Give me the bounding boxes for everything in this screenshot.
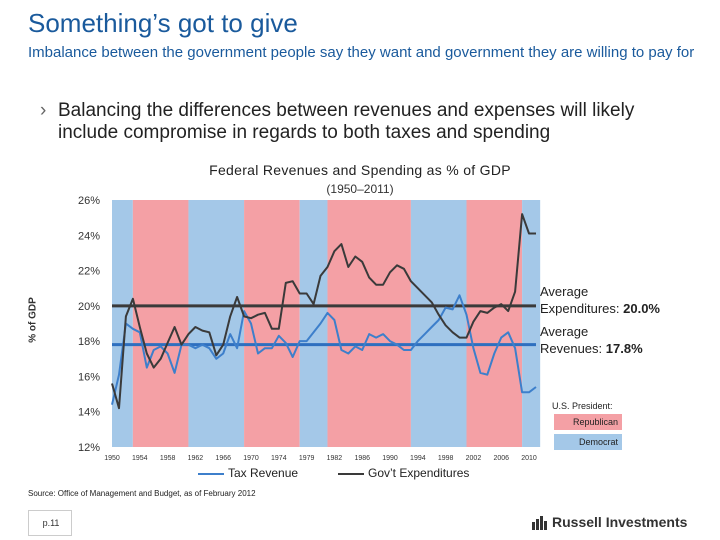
x-tick-labels: 1950 1954 1958 1962 1966 1970 1974 1979 1982 1986…: [104, 455, 537, 462]
presidency-band-democrat: [112, 200, 133, 447]
x-tick-label: 1958: [160, 455, 176, 462]
presidency-band-republican: [327, 200, 411, 447]
data-series: [111, 213, 537, 410]
x-tick-label: 1950: [104, 455, 120, 462]
x-tick-label: 2002: [466, 455, 482, 462]
y-tick-label: 26%: [78, 195, 100, 207]
x-tick-label: 1970: [243, 455, 259, 462]
y-tick-label: 14%: [78, 407, 100, 419]
avg-exp-line: Expenditures: 20.0%: [540, 301, 660, 316]
presidency-band-republican: [132, 200, 189, 447]
expenditures-line: [111, 213, 536, 410]
y-tick-labels: 12% 14% 16% 18% 20% 22% 24% 26%: [78, 195, 100, 454]
presidency-band-republican: [466, 200, 523, 447]
y-tick-label: 16%: [78, 371, 100, 383]
avg-rev-label: Average: [540, 324, 589, 339]
presidency-band-democrat: [299, 200, 328, 447]
avg-exp-label: Average: [540, 284, 589, 299]
y-tick-label: 20%: [78, 301, 100, 313]
y-tick-label: 18%: [78, 336, 100, 348]
x-tick-label: 2006: [493, 455, 509, 462]
avg-expenditures-annotation: Average Expenditures: 20.0%: [540, 283, 660, 317]
avg-rev-value: 17.8%: [605, 341, 643, 356]
legend-republican: Republican: [554, 414, 622, 430]
avg-rev-line: Revenues: 17.8%: [540, 341, 643, 356]
y-tick-label: 24%: [78, 230, 100, 242]
page-number-box: p.11: [28, 510, 72, 536]
bullet-point: › Balancing the differences between reve…: [40, 100, 698, 144]
legend-democrat: Democrat: [554, 434, 622, 450]
legend-tax-revenue: Tax Revenue: [198, 466, 298, 480]
slide-title: Something’s got to give: [28, 8, 298, 38]
avg-exp-value: 20.0%: [623, 301, 660, 316]
x-tick-label: 1990: [382, 455, 398, 462]
presidency-band-democrat: [188, 200, 245, 447]
presidency-band-democrat: [522, 200, 541, 447]
chart-title: Federal Revenues and Spending as % of GD…: [209, 162, 511, 178]
source-note: Source: Office of Management and Budget,…: [28, 489, 256, 498]
x-tick-label: 1979: [299, 455, 315, 462]
x-tick-label: 1966: [215, 455, 231, 462]
president-legend-title: U.S. President:: [552, 401, 613, 411]
page-number: p.11: [42, 518, 60, 528]
presidency-band-republican: [244, 200, 300, 447]
x-tick-label: 1954: [132, 455, 148, 462]
x-tick-label: 1982: [327, 455, 343, 462]
presidency-bands: [112, 200, 541, 447]
legend-expenditures: Gov’t Expenditures: [338, 466, 469, 480]
x-tick-label: 1986: [354, 455, 370, 462]
x-tick-label: 1974: [271, 455, 287, 462]
x-tick-label: 2010: [521, 455, 537, 462]
russell-logo-icon: [532, 516, 547, 531]
bullet-text: Balancing the differences between revenu…: [58, 100, 635, 143]
x-tick-label: 1994: [410, 455, 426, 462]
y-tick-label: 12%: [78, 442, 100, 454]
russell-logo: Russell Investments: [532, 514, 687, 531]
avg-revenues-annotation: Average Revenues: 17.8%: [540, 323, 643, 357]
x-tick-label: 1962: [188, 455, 204, 462]
legend-exp-swatch: [338, 472, 364, 475]
presidency-band-democrat: [410, 200, 467, 447]
legend-tax-swatch: [198, 472, 224, 475]
y-tick-label: 22%: [78, 266, 100, 278]
chevron-right-icon: ›: [40, 100, 47, 121]
chart-subtitle: (1950–2011): [326, 182, 394, 196]
x-tick-label: 1998: [438, 455, 454, 462]
slide-subtitle: Imbalance between the government people …: [28, 44, 695, 61]
